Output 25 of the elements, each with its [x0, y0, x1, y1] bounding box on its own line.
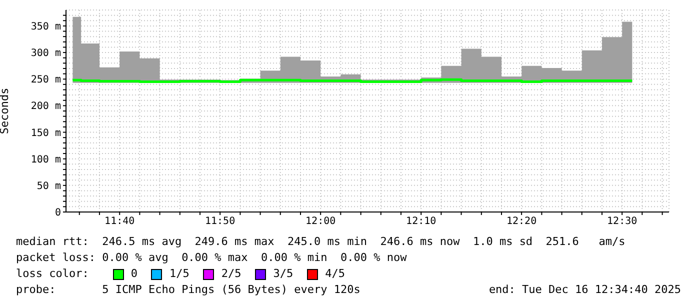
text: 3/5: [273, 266, 294, 282]
y-tick-label: 300 m: [30, 48, 61, 60]
text: loss color:: [16, 266, 89, 282]
y-tick-label: 100 m: [30, 154, 61, 166]
y-tick-label: 250 m: [30, 74, 61, 86]
y-tick-label: 350 m: [30, 21, 61, 32]
y-tick-label: 50 m: [36, 180, 61, 192]
text: 4/5: [325, 266, 345, 282]
x-tick-label: 11:40: [104, 216, 135, 228]
y-tick-label: 0: [54, 208, 61, 219]
y-tick-label: 150 m: [30, 128, 61, 139]
text: 1/5: [169, 266, 190, 282]
text: 2/5: [221, 266, 242, 282]
y-tick-label: 200 m: [30, 101, 61, 112]
text: median rtt: 246.5 ms avg 249.6 ms max 245.0 ms min 246.6 ms now 1.0 ms sd 251.6 am/s: [16, 234, 626, 250]
x-tick-label: 12:00: [306, 216, 336, 228]
y-axis-title: Seconds: [0, 88, 11, 134]
text: 0: [130, 266, 138, 282]
text: end: Tue Dec 16 12:34:40 2025: [488, 282, 681, 297]
x-tick-label: 12:10: [406, 216, 436, 228]
x-tick-label: 11:50: [205, 216, 236, 228]
text: packet loss: 0.00 % avg 0.00 % max 0.00 % min 0.00 % now: [16, 250, 408, 266]
x-tick-label: 12:30: [607, 216, 638, 228]
x-tick-label: 12:20: [506, 216, 537, 228]
text: probe: 5 ICMP Echo Pings (56 Bytes) every 120s: [16, 282, 360, 297]
